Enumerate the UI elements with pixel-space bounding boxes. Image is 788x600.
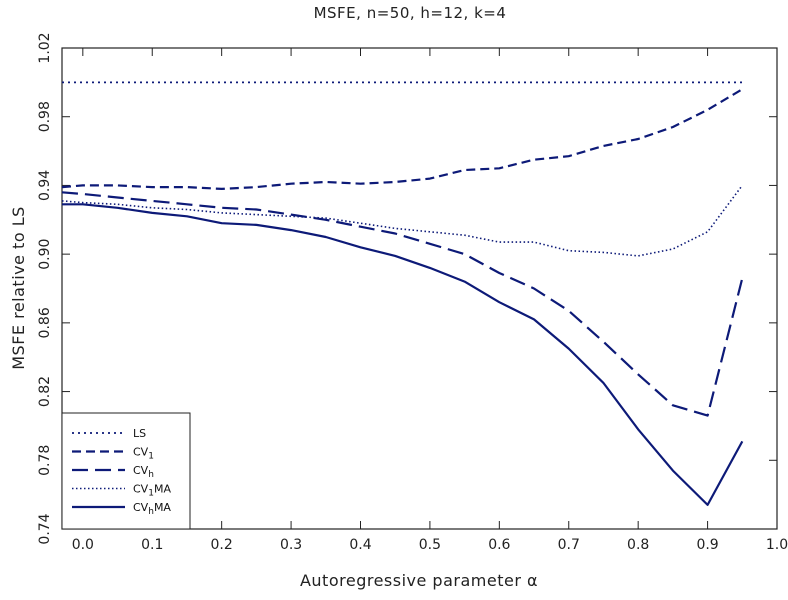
legend-label-cvhma: CVhMA <box>133 501 171 517</box>
series-line-cv1 <box>61 88 743 190</box>
x-tick-label: 0.7 <box>558 537 580 553</box>
chart-title: MSFE, n=50, h=12, k=4 <box>313 4 507 22</box>
y-tick-label: 0.86 <box>37 307 53 338</box>
x-tick-label: 0.8 <box>627 537 649 553</box>
y-tick-label: 0.94 <box>37 170 53 201</box>
x-tick-label: 0.1 <box>141 537 163 553</box>
legend-label-ls: LS <box>133 427 146 440</box>
y-axis-label: MSFE relative to LS <box>9 206 28 370</box>
legend-label-cv1: CV1 <box>133 446 154 462</box>
series-line-cv1ma <box>61 184 743 257</box>
y-tick-label: 0.98 <box>37 101 53 132</box>
axis-ticks: 0.0 0.1 0.2 0.3 0.4 0.5 0.6 0.7 0.8 0.9 1.0 0.74 0.7… <box>37 32 788 553</box>
legend-label-cv1ma: CV1MA <box>133 483 171 499</box>
y-tick-label: 1.02 <box>37 32 53 63</box>
x-axis-label: Autoregressive parameter α <box>300 571 538 590</box>
y-tick-label: 0.82 <box>37 376 53 407</box>
y-tick-label: 0.74 <box>37 513 53 544</box>
y-tick-label: 0.90 <box>37 239 53 270</box>
x-tick-label: 0.2 <box>211 537 233 553</box>
x-tick-label: 0.0 <box>72 537 94 553</box>
x-tick-label: 1.0 <box>766 537 788 553</box>
series-line-cvh <box>61 191 744 417</box>
y-tick-label: 0.78 <box>37 445 53 476</box>
plot-frame <box>61 47 778 530</box>
x-tick-label: 0.4 <box>349 537 371 553</box>
legend-label-cvh: CVh <box>133 464 154 480</box>
series-lines <box>61 81 744 506</box>
x-tick-label: 0.3 <box>280 537 302 553</box>
legend: LS CV1 CVh CV1MA CVhMA <box>61 412 191 530</box>
x-tick-label: 0.6 <box>488 537 510 553</box>
x-tick-label: 0.5 <box>419 537 441 553</box>
series-line-cvhma <box>62 203 744 506</box>
x-tick-label: 0.9 <box>696 537 718 553</box>
